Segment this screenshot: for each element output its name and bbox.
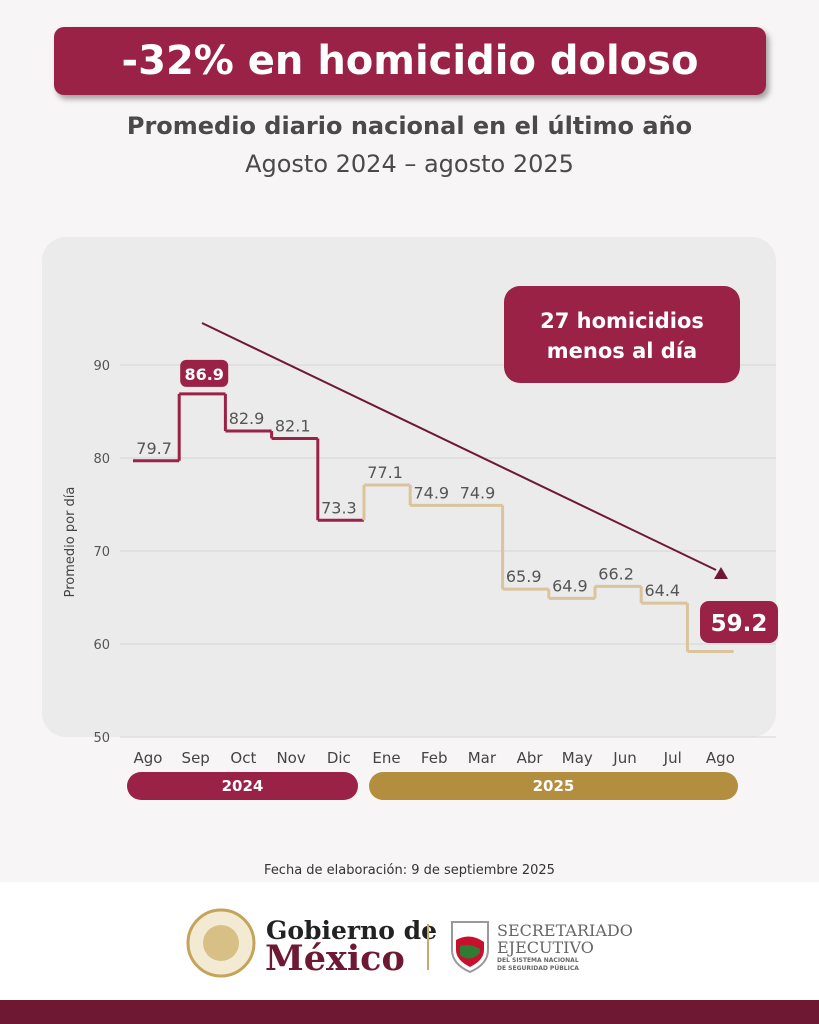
y-tick-label: 60 [93,638,110,653]
data-label: 74.9 [413,483,449,502]
gobierno-line2: México [265,938,405,979]
x-tick-label: Ene [372,749,400,767]
annotation-text: 27 homicidios menos al día [540,309,704,363]
data-label: 59.2 [711,611,768,637]
headline-banner: -32% en homicidio doloso [54,27,766,95]
data-label: 86.9 [184,365,223,384]
elaboration-date: Fecha de elaboración: 9 de septiembre 20… [264,863,555,878]
trend-arrow-icon [714,567,728,579]
secretariado-shield-icon [451,921,489,974]
data-label: 64.4 [644,581,680,600]
se-line3: DEL SISTEMA NACIONAL [497,957,579,964]
x-tick-label: Nov [276,749,305,767]
footer-logos: Gobierno de México SECRETARIADO EJECUTIV… [186,908,633,979]
data-label: 65.9 [506,567,542,586]
x-tick-label: Feb [421,749,448,767]
x-tick-label: Ago [134,749,163,767]
year-pill-2024: 2024 [127,772,358,800]
chart-title: Promedio diario nacional en el último añ… [126,112,693,140]
x-tick-label: Jun [612,749,636,767]
y-tick-label: 90 [93,359,110,374]
data-label: 73.3 [321,498,357,517]
x-tick-label: Dic [327,749,351,767]
x-tick-label: Ago [706,749,735,767]
se-line4: DE SEGURIDAD PÚBLICA [497,965,579,972]
trend-line [201,322,717,571]
chart-subtitle: Agosto 2024 – agosto 2025 [245,150,574,178]
y-tick-label: 50 [93,731,110,746]
data-label: 66.2 [598,564,634,583]
x-tick-label: Jul [663,749,682,767]
y-axis-label: Promedio por día [63,487,78,598]
x-tick-label: Abr [517,749,544,767]
x-tick-label: Sep [182,749,210,767]
highlight-box [700,601,778,643]
data-label: 79.7 [136,439,172,458]
data-label: 74.9 [460,483,496,502]
x-tick-label: Oct [230,749,256,767]
y-tick-label: 70 [93,545,110,560]
highlight-box [180,359,229,387]
bottom-bar [0,1000,819,1024]
data-label: 82.9 [229,409,265,428]
y-tick-label: 80 [93,452,110,467]
annotation-box [504,286,740,383]
x-tick-label: May [562,749,593,767]
se-line1: SECRETARIADO [497,921,633,940]
mexico-seal-icon [186,908,256,978]
data-label: 82.1 [275,416,311,435]
x-tick-label: Mar [468,749,497,767]
se-line2: EJECUTIVO [497,938,594,957]
footer: Gobierno de México SECRETARIADO EJECUTIV… [0,882,819,1000]
data-label: 77.1 [367,463,403,482]
year-pill-2025: 2025 [369,772,738,800]
gobierno-line1: Gobierno de [266,916,437,945]
data-label: 64.9 [552,576,588,595]
